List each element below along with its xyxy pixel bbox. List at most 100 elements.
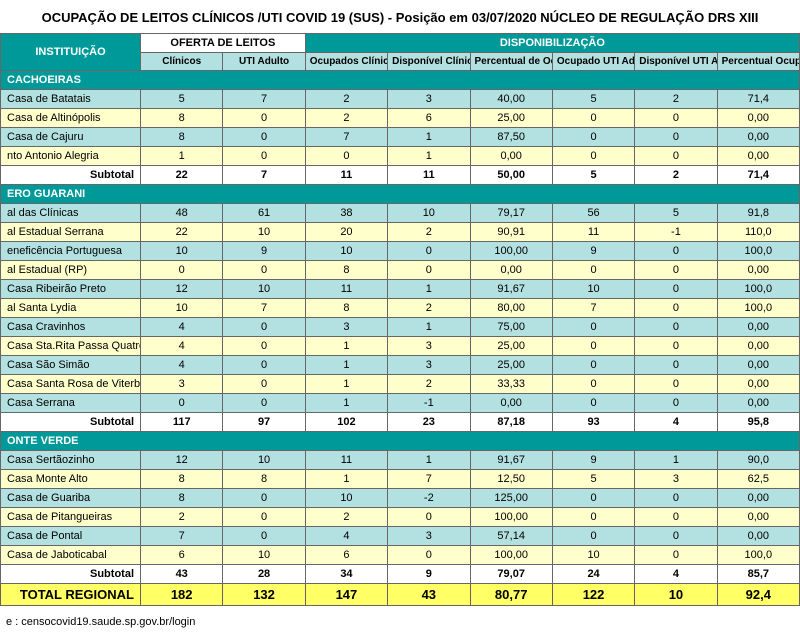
cell-val: 9 bbox=[223, 242, 305, 261]
cell-val: 0 bbox=[552, 489, 634, 508]
cell-val: 85,7 bbox=[717, 565, 799, 584]
cell-val: 0 bbox=[223, 356, 305, 375]
cell-val: 0 bbox=[223, 128, 305, 147]
cell-val: 25,00 bbox=[470, 109, 552, 128]
cell-val: 0,00 bbox=[717, 356, 799, 375]
cell-val: 4 bbox=[141, 356, 223, 375]
cell-val: 0,00 bbox=[717, 489, 799, 508]
cell-val: 100,00 bbox=[470, 546, 552, 565]
cell-val: 1 bbox=[388, 147, 470, 166]
cell-val: 1 bbox=[388, 318, 470, 337]
cell-val: 3 bbox=[635, 470, 717, 489]
cell-val: 22 bbox=[141, 166, 223, 185]
cell-val: 7 bbox=[141, 527, 223, 546]
cell-val: 3 bbox=[141, 375, 223, 394]
cell-val: 0 bbox=[635, 280, 717, 299]
cell-val: 0 bbox=[223, 261, 305, 280]
cell-val: 10 bbox=[223, 223, 305, 242]
cell-val: 6 bbox=[388, 109, 470, 128]
cell-inst: Subtotal bbox=[1, 166, 141, 185]
cell-val: 25,00 bbox=[470, 337, 552, 356]
table-row: Casa Sertãozinho121011191,679190,0 bbox=[1, 451, 800, 470]
cell-val: 0 bbox=[635, 337, 717, 356]
cell-val: 71,4 bbox=[717, 90, 799, 109]
cell-val: 0 bbox=[635, 242, 717, 261]
cell-inst: eneficência Portuguesa bbox=[1, 242, 141, 261]
cell-inst: Casa de Batatais bbox=[1, 90, 141, 109]
cell-val: 38 bbox=[305, 204, 387, 223]
cell-val: 5 bbox=[552, 90, 634, 109]
cell-inst: Casa Cravinhos bbox=[1, 318, 141, 337]
cell-val: 0,00 bbox=[470, 394, 552, 413]
cell-val: 95,8 bbox=[717, 413, 799, 432]
cell-val: 5 bbox=[635, 204, 717, 223]
cell-val: 92,4 bbox=[717, 584, 799, 606]
cell-val: 0 bbox=[552, 508, 634, 527]
section-header: ERO GUARANI bbox=[1, 185, 800, 204]
cell-val: 0 bbox=[635, 109, 717, 128]
table-row: Casa Santa Rosa de Viterbo301233,33000,0… bbox=[1, 375, 800, 394]
cell-val: 90,0 bbox=[717, 451, 799, 470]
cell-val: 102 bbox=[305, 413, 387, 432]
table-row: Casa Sta.Rita Passa Quatro401325,00000,0… bbox=[1, 337, 800, 356]
subtotal-row: Subtotal432834979,0724485,7 bbox=[1, 565, 800, 584]
cell-val: 0 bbox=[223, 394, 305, 413]
cell-val: 10 bbox=[305, 242, 387, 261]
cell-val: 0 bbox=[223, 318, 305, 337]
cell-val: 0 bbox=[223, 337, 305, 356]
cell-val: 33,33 bbox=[470, 375, 552, 394]
cell-val: 3 bbox=[305, 318, 387, 337]
table-row: Casa de Guariba8010-2125,00000,00 bbox=[1, 489, 800, 508]
cell-val: 28 bbox=[223, 565, 305, 584]
header-col-6: Disponível UTI Adulto bbox=[635, 53, 717, 71]
table-row: Casa Monte Alto881712,505362,5 bbox=[1, 470, 800, 489]
cell-inst: TOTAL REGIONAL bbox=[1, 584, 141, 606]
cell-val: 2 bbox=[388, 375, 470, 394]
cell-inst: Casa Serrana bbox=[1, 394, 141, 413]
cell-inst: Casa Sta.Rita Passa Quatro bbox=[1, 337, 141, 356]
cell-val: 132 bbox=[223, 584, 305, 606]
cell-val: 71,4 bbox=[717, 166, 799, 185]
cell-val: 7 bbox=[223, 299, 305, 318]
cell-inst: Casa de Pontal bbox=[1, 527, 141, 546]
cell-val: 4 bbox=[635, 413, 717, 432]
cell-val: 0,00 bbox=[470, 147, 552, 166]
cell-val: 61 bbox=[223, 204, 305, 223]
cell-val: 0 bbox=[223, 527, 305, 546]
cell-val: 4 bbox=[635, 565, 717, 584]
cell-val: 0,00 bbox=[470, 261, 552, 280]
cell-inst: Casa de Pitangueiras bbox=[1, 508, 141, 527]
cell-val: 5 bbox=[141, 90, 223, 109]
cell-val: 0 bbox=[223, 489, 305, 508]
cell-inst: Casa Ribeirão Preto bbox=[1, 280, 141, 299]
cell-val: 3 bbox=[388, 356, 470, 375]
cell-inst: al das Clínicas bbox=[1, 204, 141, 223]
table-row: Casa São Simão401325,00000,00 bbox=[1, 356, 800, 375]
cell-val: 1 bbox=[388, 451, 470, 470]
cell-inst: al Estadual Serrana bbox=[1, 223, 141, 242]
cell-val: -1 bbox=[388, 394, 470, 413]
cell-val: 48 bbox=[141, 204, 223, 223]
cell-val: 0 bbox=[635, 299, 717, 318]
cell-val: 1 bbox=[305, 394, 387, 413]
cell-val: 1 bbox=[635, 451, 717, 470]
section-header: ONTE VERDE bbox=[1, 432, 800, 451]
cell-inst: Casa de Altinópolis bbox=[1, 109, 141, 128]
cell-val: 0,00 bbox=[717, 128, 799, 147]
cell-val: 122 bbox=[552, 584, 634, 606]
cell-val: 6 bbox=[305, 546, 387, 565]
cell-val: 0 bbox=[552, 128, 634, 147]
cell-val: 0,00 bbox=[717, 318, 799, 337]
cell-inst: Casa São Simão bbox=[1, 356, 141, 375]
cell-val: 0 bbox=[223, 375, 305, 394]
cell-val: 80,77 bbox=[470, 584, 552, 606]
cell-val: 10 bbox=[552, 280, 634, 299]
cell-val: 25,00 bbox=[470, 356, 552, 375]
cell-val: 10 bbox=[223, 451, 305, 470]
cell-val: 0,00 bbox=[717, 337, 799, 356]
cell-val: 6 bbox=[141, 546, 223, 565]
cell-val: 2 bbox=[388, 299, 470, 318]
cell-val: 93 bbox=[552, 413, 634, 432]
cell-inst: Casa de Guariba bbox=[1, 489, 141, 508]
cell-val: 0 bbox=[635, 489, 717, 508]
